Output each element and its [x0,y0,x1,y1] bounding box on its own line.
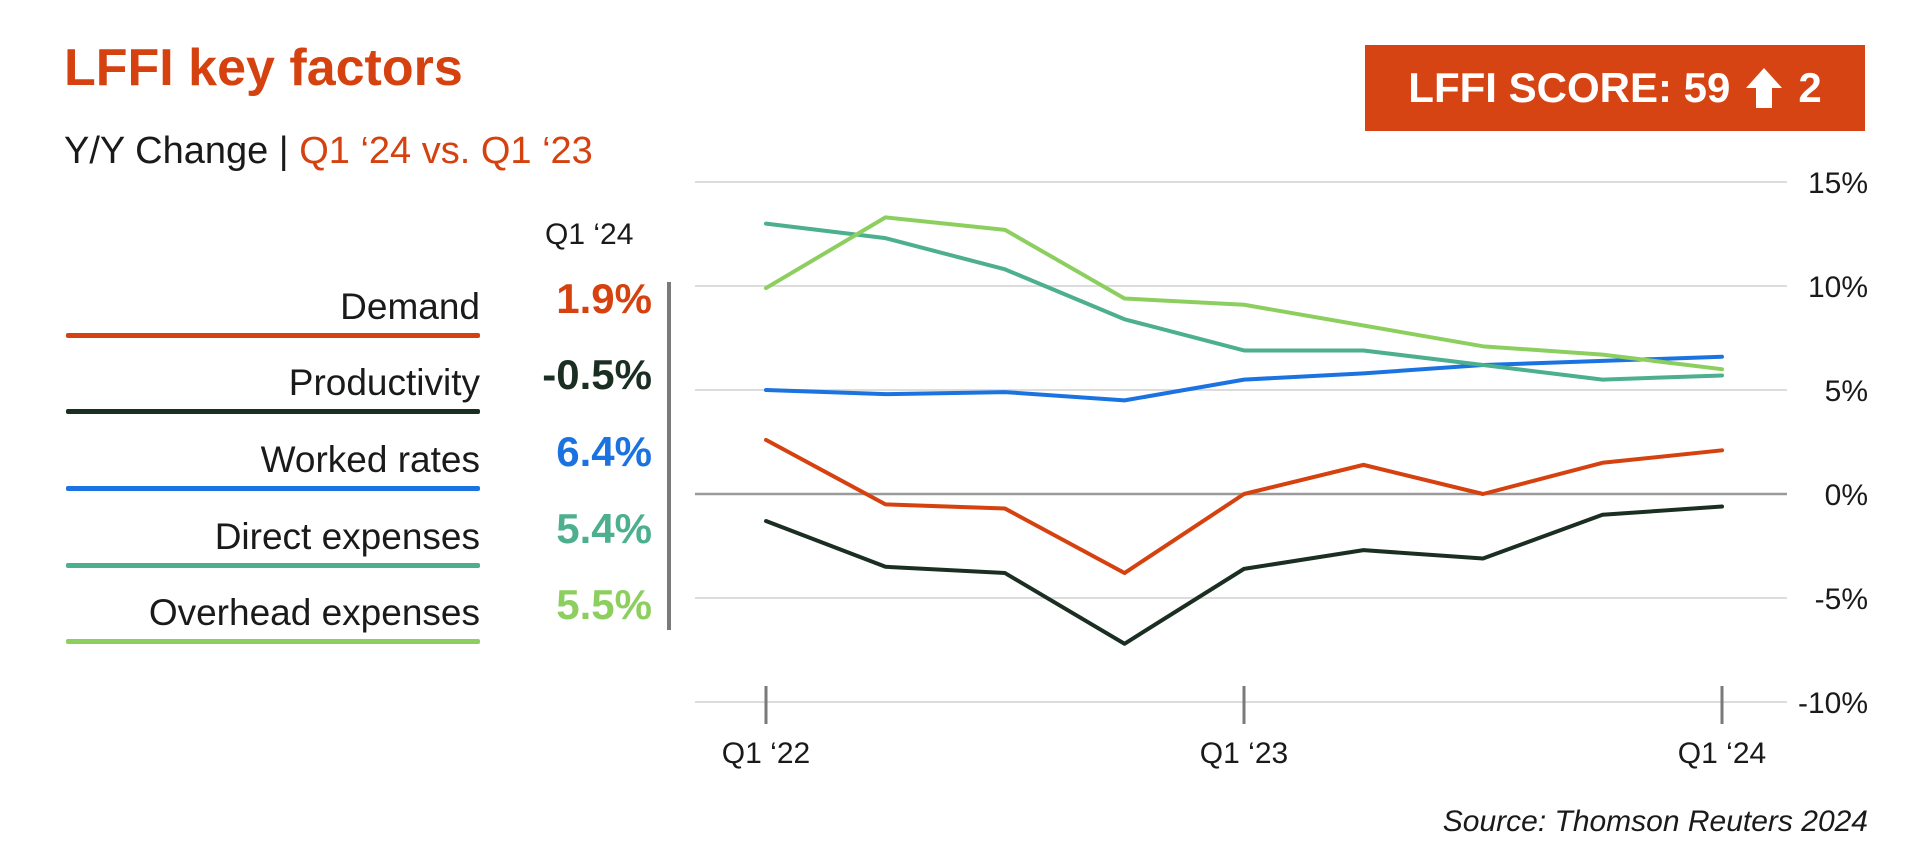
factor-legend-line [66,639,480,644]
factor-value: 6.4% [556,428,652,475]
score-change: 2 [1798,64,1822,111]
factor-legend-line [66,486,480,491]
score-label: LFFI SCORE: 59 [1408,64,1731,111]
factor-label: Worked rates [260,439,480,480]
series-line-direct-expenses [764,221,1724,382]
factor-row: Direct expenses [66,502,480,568]
y-tick-label: 0% [1825,479,1868,512]
series-line-worked-rates [764,354,1724,403]
source-note: Source: Thomson Reuters 2024 [1442,805,1868,838]
factor-value: 1.9% [556,275,652,322]
factor-label: Productivity [288,362,480,403]
subtitle-period: Q1 ‘24 vs. Q1 ‘23 [299,130,593,172]
score-badge: LFFI SCORE: 59 2 [1365,45,1865,131]
factor-value: -0.5% [542,351,652,398]
chart-title: LFFI key factors [64,39,463,97]
factor-label: Direct expenses [214,516,480,557]
factor-legend-line [66,333,480,338]
y-tick-label: 15% [1808,167,1868,200]
x-tick-label: Q1 ‘23 [1200,737,1288,770]
chart-subtitle: Y/Y Change | Q1 ‘24 vs. Q1 ‘23 [64,130,593,173]
table-divider [667,282,671,630]
factor-row: Demand [66,272,480,338]
factor-row: Productivity [66,348,480,414]
factor-value: 5.4% [556,505,652,552]
factor-legend-line [66,409,480,414]
y-tick-label: -5% [1815,583,1868,616]
series-line-overhead-expenses [764,215,1724,372]
up-arrow-icon [1746,68,1783,108]
factor-label: Overhead expenses [148,592,480,633]
factor-legend-line [66,563,480,568]
factor-row: Worked rates [66,425,480,491]
series-line-productivity [764,504,1724,646]
x-tick-label: Q1 ‘22 [722,737,810,770]
factor-row: Overhead expenses [66,578,480,644]
factor-value: 5.5% [556,581,652,628]
y-tick-label: 5% [1825,375,1868,408]
y-tick-label: -10% [1798,687,1868,720]
subtitle-prefix: Y/Y Change | [64,130,300,172]
factor-label: Demand [340,286,480,327]
series-line-demand [764,437,1724,576]
y-tick-label: 10% [1808,271,1868,304]
column-header: Q1 ‘24 [545,218,634,251]
x-tick-label: Q1 ‘24 [1678,737,1766,770]
